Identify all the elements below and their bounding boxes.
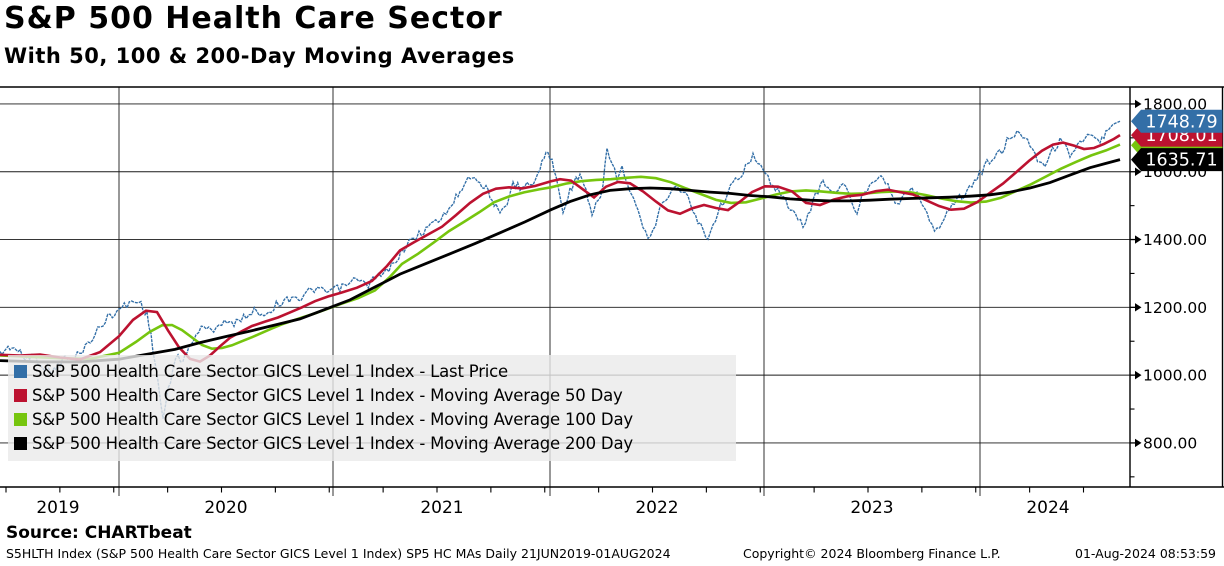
y-tick-label: 1200.00	[1143, 299, 1207, 317]
x-year-label: 2023	[850, 498, 893, 518]
footer-timestamp: 01-Aug-2024 08:53:59	[1075, 546, 1216, 561]
legend-swatch-ma50	[14, 388, 27, 402]
legend-item-ma50: S&P 500 Health Care Sector GICS Level 1 …	[14, 383, 730, 407]
legend-swatch-last-price	[14, 364, 27, 378]
y-tick-arrow-icon	[1135, 235, 1142, 244]
y-tick-label: 800.00	[1143, 434, 1197, 452]
price-tag-last_price	[1131, 109, 1223, 133]
series-ma100	[0, 143, 1121, 361]
legend-label-last-price: S&P 500 Health Care Sector GICS Level 1 …	[32, 361, 509, 381]
price-tag-value-ma200: 1635.71	[1145, 151, 1217, 171]
y-tick-arrow-icon	[1135, 303, 1142, 312]
y-tick-arrow-icon	[1135, 438, 1142, 448]
x-year-label: 2022	[635, 498, 678, 518]
footer-description: S5HLTH Index (S&P 500 Health Care Sector…	[6, 546, 671, 561]
legend-label-ma200: S&P 500 Health Care Sector GICS Level 1 …	[32, 433, 633, 453]
price-tag-ma200	[1131, 148, 1223, 172]
footer-copyright: Copyright© 2024 Bloomberg Finance L.P.	[743, 546, 1001, 561]
series-ma50	[0, 134, 1121, 364]
y-tick-label: 1800.00	[1143, 95, 1207, 113]
source-line: Source: CHARTbeat	[6, 523, 192, 543]
legend-item-last-price: S&P 500 Health Care Sector GICS Level 1 …	[14, 359, 730, 383]
price-tag-value-last_price: 1748.79	[1145, 112, 1217, 132]
y-tick-arrow-icon	[1135, 370, 1142, 380]
legend-item-ma200: S&P 500 Health Care Sector GICS Level 1 …	[14, 431, 730, 455]
legend-label-ma50: S&P 500 Health Care Sector GICS Level 1 …	[32, 385, 623, 405]
legend-label-ma100: S&P 500 Health Care Sector GICS Level 1 …	[32, 409, 633, 429]
x-year-label: 2024	[1026, 498, 1069, 518]
legend-swatch-ma200	[14, 436, 27, 450]
y-tick-label: 1000.00	[1143, 367, 1207, 385]
legend-swatch-ma100	[14, 412, 27, 426]
y-tick-label: 1400.00	[1143, 231, 1207, 249]
x-year-label: 2019	[36, 498, 79, 518]
y-tick-arrow-icon	[1135, 99, 1142, 109]
y-tick-arrow-icon	[1135, 167, 1142, 176]
legend-item-ma100: S&P 500 Health Care Sector GICS Level 1 …	[14, 407, 730, 431]
chart-legend: S&P 500 Health Care Sector GICS Level 1 …	[8, 355, 736, 461]
page-subtitle: With 50, 100 & 200-Day Moving Averages	[4, 44, 515, 68]
x-year-label: 2020	[204, 498, 247, 518]
series-ma200	[0, 158, 1121, 364]
page-title: S&P 500 Health Care Sector	[4, 1, 503, 36]
x-year-label: 2021	[420, 498, 463, 518]
